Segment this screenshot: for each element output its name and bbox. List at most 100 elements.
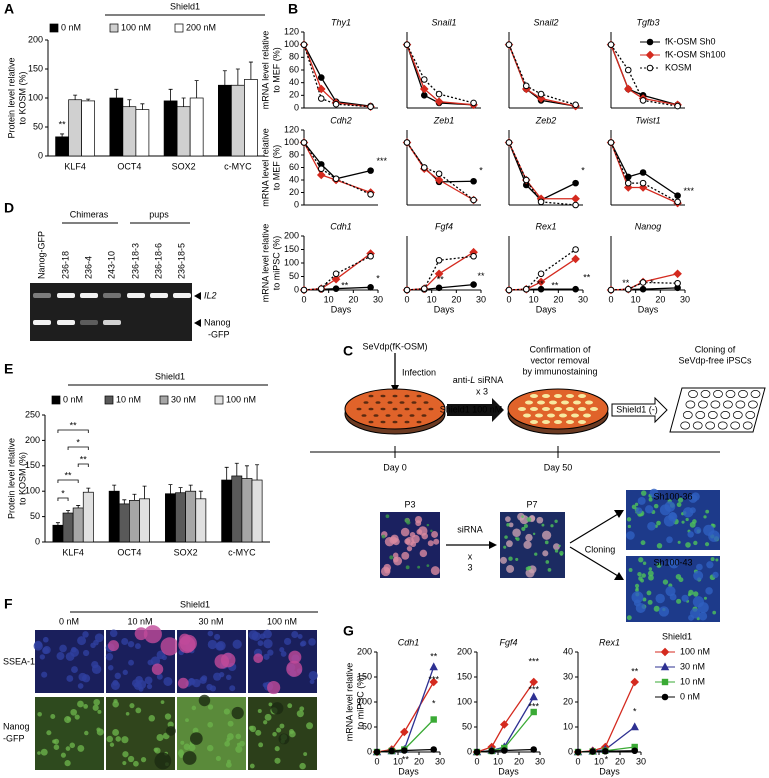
cell	[83, 704, 89, 709]
cell	[627, 524, 631, 529]
cell	[192, 727, 199, 734]
marker	[630, 722, 639, 731]
diagram-text: by immunostaining	[522, 366, 597, 376]
significance: **	[551, 281, 559, 291]
cell	[380, 394, 386, 398]
cell	[406, 520, 411, 525]
cell	[635, 602, 646, 614]
y-tick-label: 120	[284, 124, 299, 134]
x-tick-label: 30	[578, 294, 588, 304]
error-bar	[86, 98, 91, 101]
cell	[634, 502, 639, 507]
cell	[105, 653, 114, 661]
cell	[428, 407, 434, 411]
y-tick-label: 50	[289, 271, 299, 281]
marker	[572, 285, 579, 293]
y-tick-label: 60	[289, 162, 299, 172]
marker	[529, 677, 539, 687]
cell	[404, 420, 410, 424]
cell	[392, 420, 398, 424]
cell	[299, 706, 305, 712]
panel-letter: C	[343, 343, 353, 359]
cell	[39, 654, 45, 660]
cell	[417, 565, 421, 569]
cell	[140, 756, 147, 763]
bar	[244, 79, 258, 157]
error-bar	[76, 505, 81, 508]
well	[745, 411, 756, 419]
series-line	[376, 748, 434, 753]
cell	[263, 629, 272, 639]
cell	[430, 529, 433, 533]
y-tick-label: 0	[35, 536, 40, 546]
marker	[589, 748, 597, 755]
cell	[279, 647, 285, 653]
error-bar	[86, 487, 91, 493]
cell	[153, 747, 158, 752]
significance: ***	[683, 186, 694, 196]
well	[738, 390, 748, 398]
cell	[114, 672, 122, 680]
cell	[121, 637, 129, 646]
diagram-text: Cloning	[585, 544, 616, 554]
cell	[583, 413, 591, 418]
series-line	[577, 750, 635, 753]
cell	[416, 407, 422, 411]
cell	[308, 638, 316, 646]
well	[732, 411, 743, 419]
x-tick-label: 0	[506, 294, 511, 304]
gel-band	[127, 293, 145, 298]
arrow	[447, 398, 504, 422]
cell	[363, 401, 369, 404]
significance: **	[65, 470, 73, 480]
y-tick-label: 0	[568, 746, 573, 756]
well	[685, 400, 696, 409]
y-tick-label: 0	[294, 284, 299, 294]
cell	[122, 760, 127, 766]
error-bar	[198, 490, 203, 499]
cell	[144, 676, 153, 685]
cell	[710, 557, 715, 562]
cell	[409, 414, 415, 417]
diagram-text: Cloning of	[695, 344, 736, 354]
series-line	[303, 44, 371, 107]
legend-title: Shield1	[170, 1, 200, 11]
cell	[640, 540, 646, 546]
significance: **	[583, 272, 591, 282]
marker	[317, 95, 325, 102]
cell	[77, 636, 87, 646]
series-line	[476, 681, 535, 753]
cell	[578, 407, 586, 411]
cell	[393, 556, 403, 566]
marker	[332, 285, 340, 292]
cell	[263, 653, 270, 660]
cell	[133, 760, 139, 767]
cell	[214, 633, 221, 640]
legend-swatch	[104, 395, 114, 405]
cell	[50, 714, 56, 719]
cell	[179, 753, 184, 759]
cell	[505, 516, 511, 522]
y-tick-label: 0	[294, 102, 299, 112]
bar	[122, 106, 137, 157]
x-tick-label: 10	[493, 756, 503, 766]
cell	[506, 564, 515, 573]
marker	[639, 169, 647, 176]
gel	[30, 283, 192, 341]
marker	[529, 692, 538, 701]
marker	[674, 192, 681, 199]
significance: **	[80, 454, 88, 464]
cell	[278, 733, 290, 745]
cell	[235, 733, 242, 740]
cell	[647, 599, 653, 605]
significance: ***	[376, 156, 387, 166]
well	[707, 411, 718, 419]
y-axis-label: to miPSC (%)	[355, 675, 365, 730]
well	[710, 400, 721, 409]
cell	[373, 414, 379, 417]
y-tick-label: 150	[284, 244, 299, 254]
image-label: Sh100-43	[653, 557, 692, 567]
cell	[681, 594, 689, 602]
cell	[185, 718, 189, 723]
cell	[59, 644, 67, 653]
